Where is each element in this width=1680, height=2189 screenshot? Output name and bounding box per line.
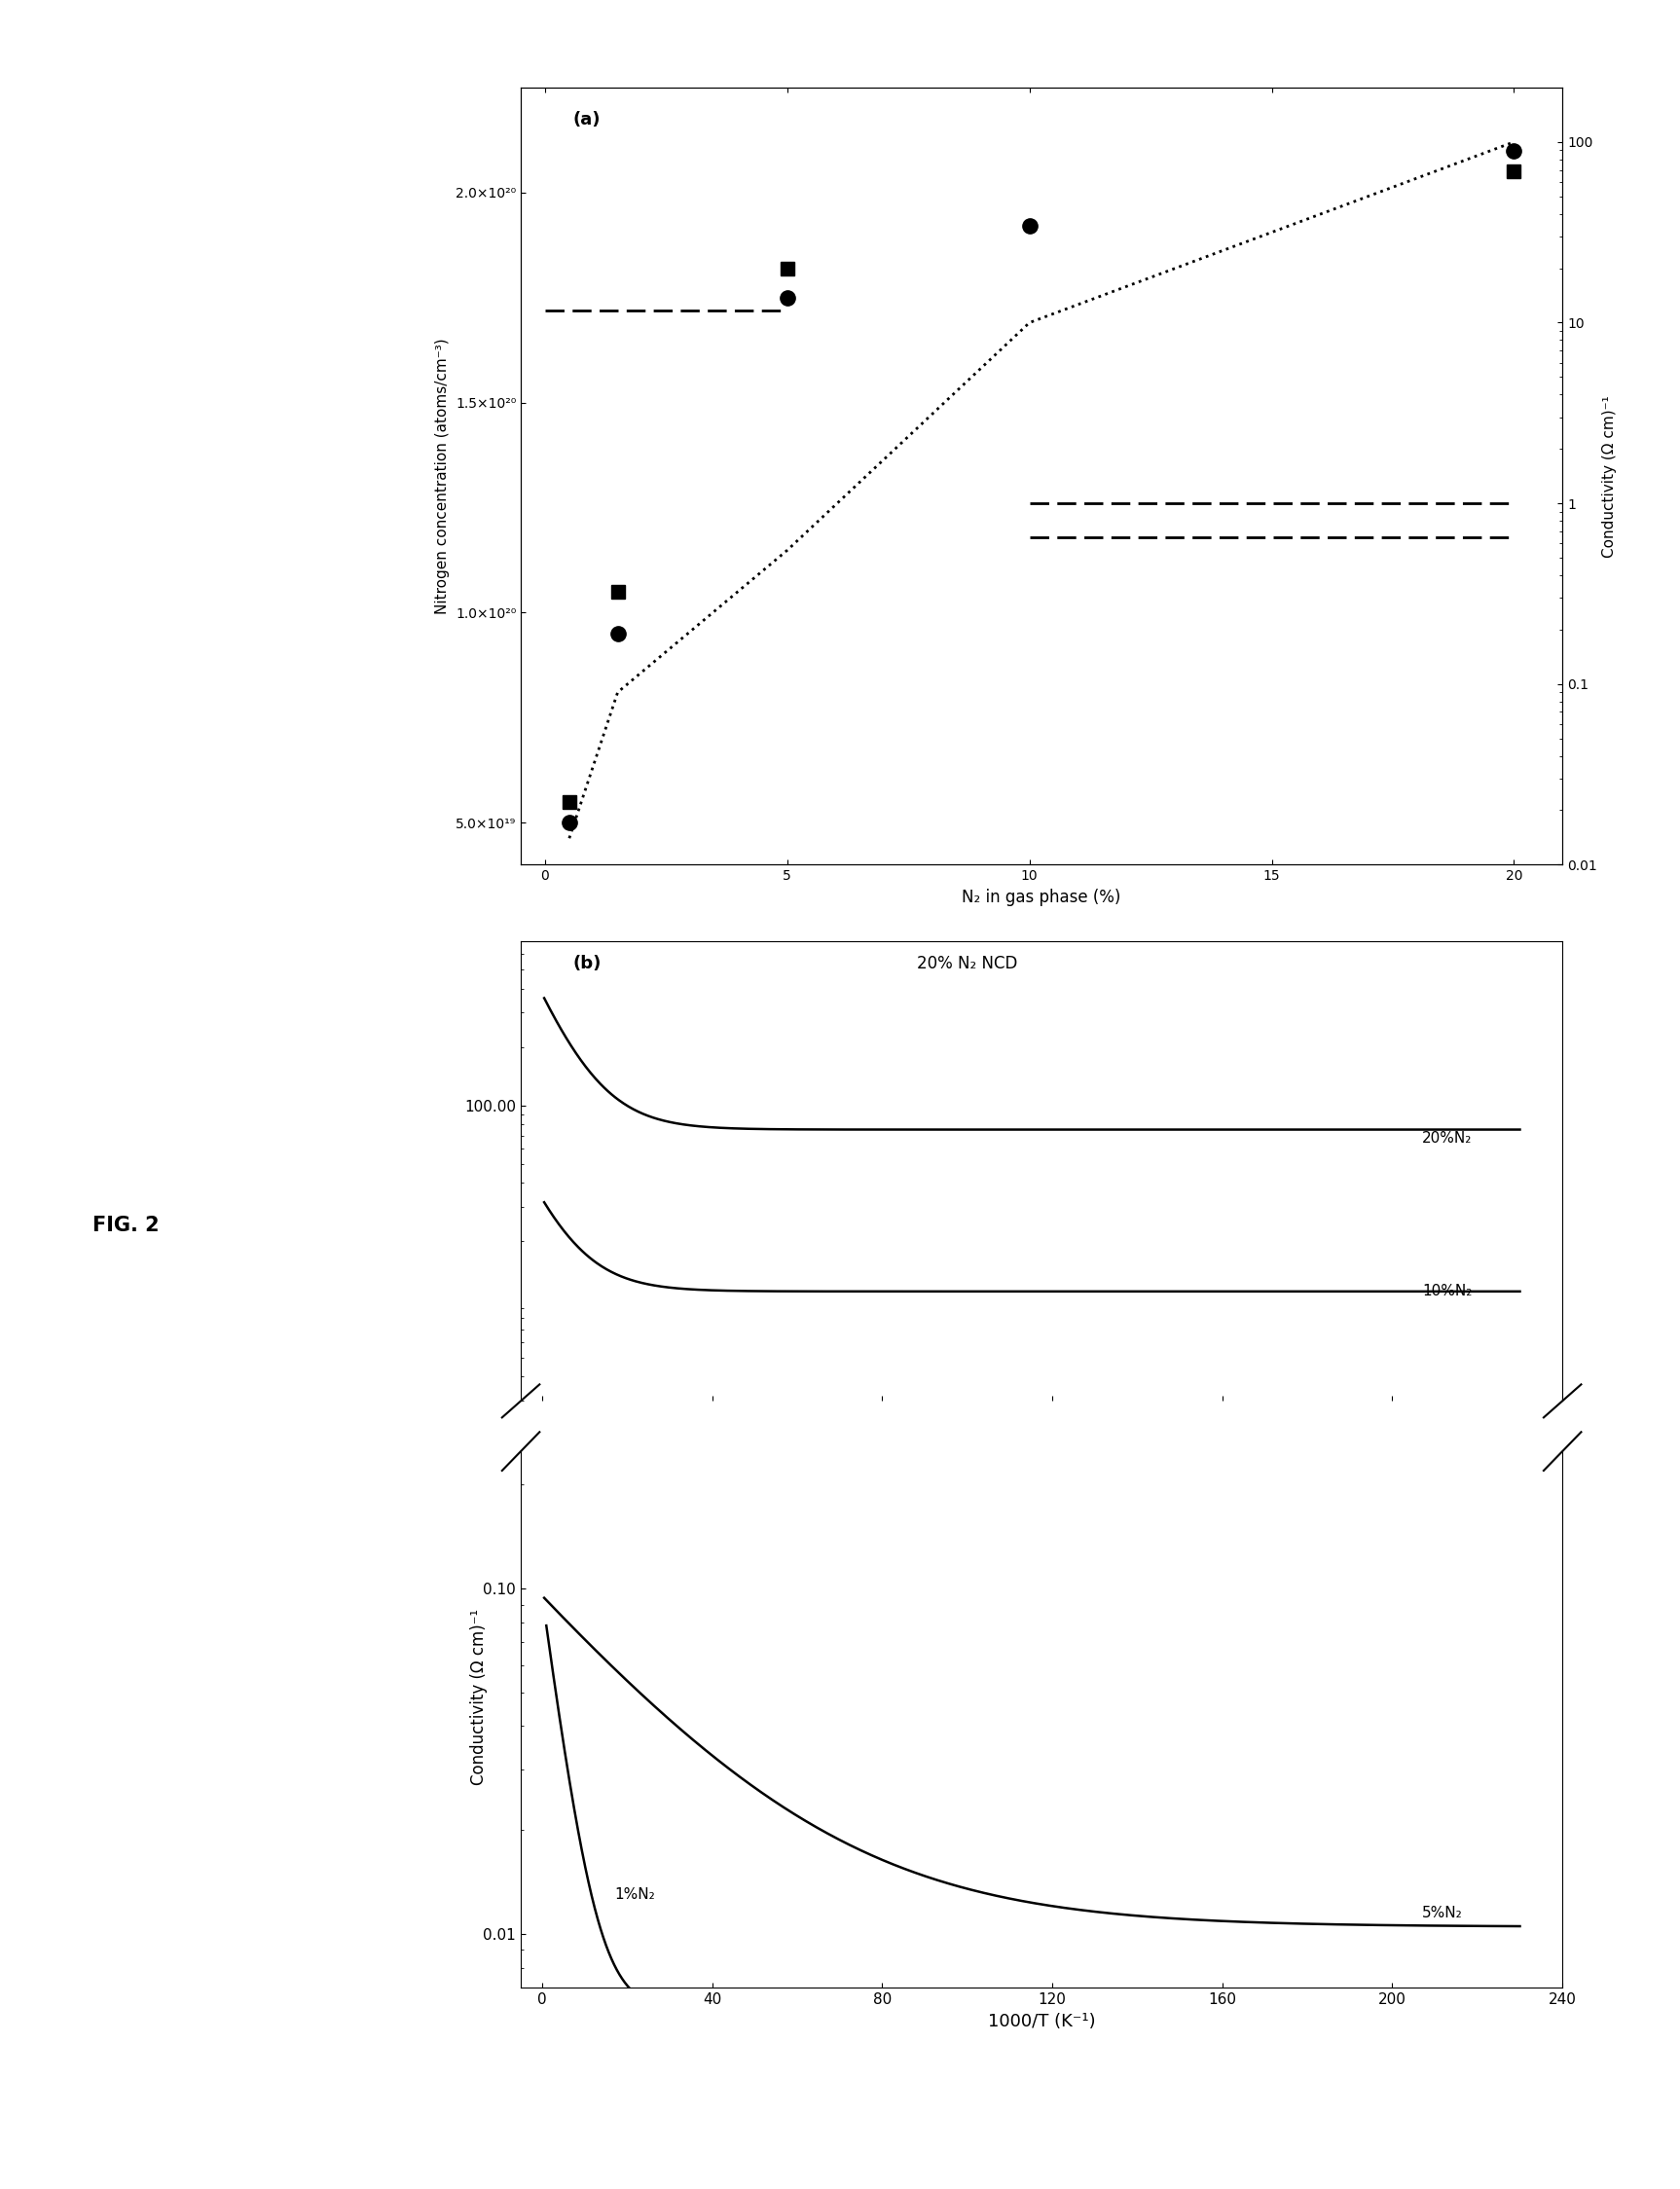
Text: 1%N₂: 1%N₂ — [615, 1887, 655, 1902]
Text: Conductivity (Ω cm)⁻¹: Conductivity (Ω cm)⁻¹ — [470, 1609, 487, 1784]
Text: 20%N₂: 20%N₂ — [1421, 1130, 1472, 1145]
Text: 5%N₂: 5%N₂ — [1421, 1907, 1463, 1920]
Y-axis label: Nitrogen concentration (atoms/cm⁻³): Nitrogen concentration (atoms/cm⁻³) — [435, 337, 450, 615]
X-axis label: 1000/T (K⁻¹): 1000/T (K⁻¹) — [988, 2012, 1095, 2029]
Text: (b): (b) — [573, 954, 601, 972]
Text: FIG. 2: FIG. 2 — [92, 1217, 160, 1235]
Text: 20% N₂ NCD: 20% N₂ NCD — [917, 954, 1016, 972]
Text: (a): (a) — [573, 112, 601, 129]
Text: 10%N₂: 10%N₂ — [1421, 1285, 1472, 1298]
X-axis label: N₂ in gas phase (%): N₂ in gas phase (%) — [963, 889, 1121, 906]
Y-axis label: Conductivity (Ω cm)⁻¹: Conductivity (Ω cm)⁻¹ — [1603, 394, 1618, 558]
